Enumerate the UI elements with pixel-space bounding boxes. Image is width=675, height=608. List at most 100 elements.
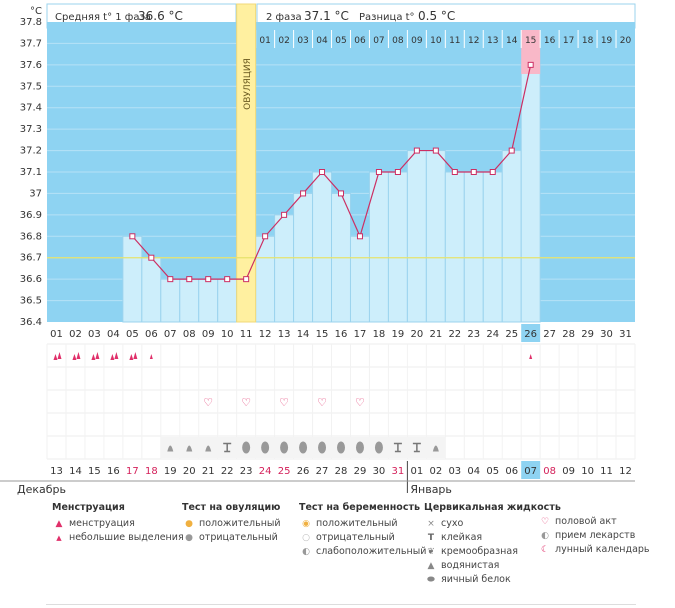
phase2-day-label: 15 xyxy=(525,36,536,46)
temperature-point xyxy=(205,276,212,283)
intercourse-heart-icon: ♡ xyxy=(241,396,251,409)
cycle-day-label: 31 xyxy=(619,329,632,340)
menstruation-drop-icon xyxy=(72,354,77,360)
cycle-day-label: 30 xyxy=(600,329,613,340)
phase2-day-label: 17 xyxy=(563,36,574,46)
temperature-point xyxy=(356,233,363,240)
date-label: 07 xyxy=(524,466,537,477)
cycle-day-label: 07 xyxy=(164,329,177,340)
intercourse-heart-icon: ♡ xyxy=(355,396,365,409)
creamy-icon: ❦ xyxy=(427,547,435,557)
y-tick-label: 36.7 xyxy=(20,253,42,264)
watery-icon: ▲ xyxy=(427,561,435,571)
phase2-day-label: 07 xyxy=(373,36,384,46)
legend-item-label: небольшие выделения xyxy=(69,532,184,543)
cycle-day-label: 24 xyxy=(486,329,499,340)
cycle-day-label: 27 xyxy=(543,329,556,340)
cycle-day-label: 28 xyxy=(562,329,575,340)
egg-white-icon xyxy=(299,441,308,454)
header-phase1-label: Средняя t° 1 фаза xyxy=(55,12,151,23)
temperature-bar xyxy=(217,278,238,323)
phase2-day-label: 12 xyxy=(468,36,479,46)
intercourse-heart-icon: ♡ xyxy=(317,396,327,409)
ovulation-label: ОВУЛЯЦИЯ xyxy=(243,58,253,110)
cycle-day-label: 02 xyxy=(69,329,82,340)
phase2-day-label: 16 xyxy=(544,36,556,46)
temperature-point xyxy=(489,169,496,175)
temperature-point xyxy=(319,169,326,175)
sticky-icon: T xyxy=(427,533,435,543)
temperature-bar xyxy=(255,235,276,323)
date-label: 30 xyxy=(373,466,386,477)
watery-icon xyxy=(186,445,193,452)
test-weak-icon: ◐ xyxy=(302,547,310,557)
cycle-day-label: 10 xyxy=(221,329,234,340)
y-tick-label: 37.3 xyxy=(20,124,42,135)
date-label: 18 xyxy=(145,466,158,477)
legend-item-label: водянистая xyxy=(441,560,500,571)
date-label: 13 xyxy=(50,466,63,477)
legend-item: ❦ кремообразная xyxy=(424,545,561,559)
legend-item-label: клейкая xyxy=(441,532,483,543)
cycle-day-highlight xyxy=(521,324,541,342)
legend-item: ⬬ яичный белок xyxy=(424,573,561,587)
sun-negative-icon: ● xyxy=(185,533,193,543)
phase2-highlight-cell xyxy=(521,30,541,74)
date-label: 25 xyxy=(278,466,291,477)
legend-item: ◐ прием лекарств xyxy=(538,529,650,543)
date-label: 02 xyxy=(429,466,442,477)
cycle-day-label: 29 xyxy=(581,329,594,340)
test-negative-icon: ○ xyxy=(302,533,310,543)
header-diff-label: Разница t° xyxy=(359,12,415,23)
cycle-day-label: 18 xyxy=(373,329,386,340)
y-tick-label: 36.6 xyxy=(20,274,42,285)
month-label: Декабрь xyxy=(17,483,66,496)
temperature-point xyxy=(432,147,439,154)
legend-item: ◐ слабоположительный xyxy=(299,545,426,559)
cycle-day-label: 16 xyxy=(335,329,348,340)
drop-small-icon: ▲ xyxy=(56,534,62,542)
header-phase2-label: 2 фаза xyxy=(266,12,302,23)
temperature-bar xyxy=(160,278,181,323)
date-label: 29 xyxy=(354,466,367,477)
cycle-day-label: 04 xyxy=(107,329,120,340)
cycle-day-label: 11 xyxy=(240,329,253,340)
temperature-bar xyxy=(122,235,143,323)
date-label: 11 xyxy=(600,466,613,477)
menstruation-drop-icon xyxy=(95,352,100,359)
y-tick-label: 37.8 xyxy=(20,17,42,28)
cycle-day-label: 20 xyxy=(411,329,424,340)
legend-item-label: положительный xyxy=(316,518,398,529)
legend-menstruation: Менструация ▲ менструация ▲ небольшие выде… xyxy=(52,502,184,545)
drop-big-icon: ▲ xyxy=(55,519,63,529)
legend-title: Менструация xyxy=(52,502,125,513)
temperature-bar xyxy=(349,235,370,323)
header-diff-value: 0.5 °C xyxy=(418,9,455,23)
cycle-day-label: 22 xyxy=(448,329,461,340)
test-positive-icon: ◉ xyxy=(302,519,310,529)
temperature-point xyxy=(129,233,136,240)
phase2-day-label: 08 xyxy=(392,36,404,46)
dry-icon: × xyxy=(427,519,435,529)
legend-item: ♡ половой акт xyxy=(538,515,650,529)
temperature-point xyxy=(470,169,477,175)
date-label: 26 xyxy=(297,466,310,477)
legend-item: × сухо xyxy=(424,517,561,531)
cycle-day-label: 25 xyxy=(505,329,518,340)
legend-item-label: кремообразная xyxy=(441,546,518,557)
date-label: 23 xyxy=(240,466,253,477)
menstruation-drop-icon xyxy=(110,354,115,360)
cycle-day-label: 09 xyxy=(202,329,215,340)
temperature-point xyxy=(300,190,307,197)
y-unit-label: °C xyxy=(30,6,42,17)
y-tick-label: 36.4 xyxy=(20,317,42,328)
temperature-point xyxy=(148,254,155,261)
legend-item-label: сухо xyxy=(441,518,464,529)
intercourse-heart-icon: ♡ xyxy=(203,396,213,409)
phase2-day-label: 13 xyxy=(487,36,498,46)
egg-white-icon xyxy=(280,441,289,454)
legend-item-label: лунный календарь xyxy=(555,544,650,555)
egg-white-icon xyxy=(318,441,327,454)
sticky-icon xyxy=(412,442,421,453)
temperature-point xyxy=(508,147,515,154)
